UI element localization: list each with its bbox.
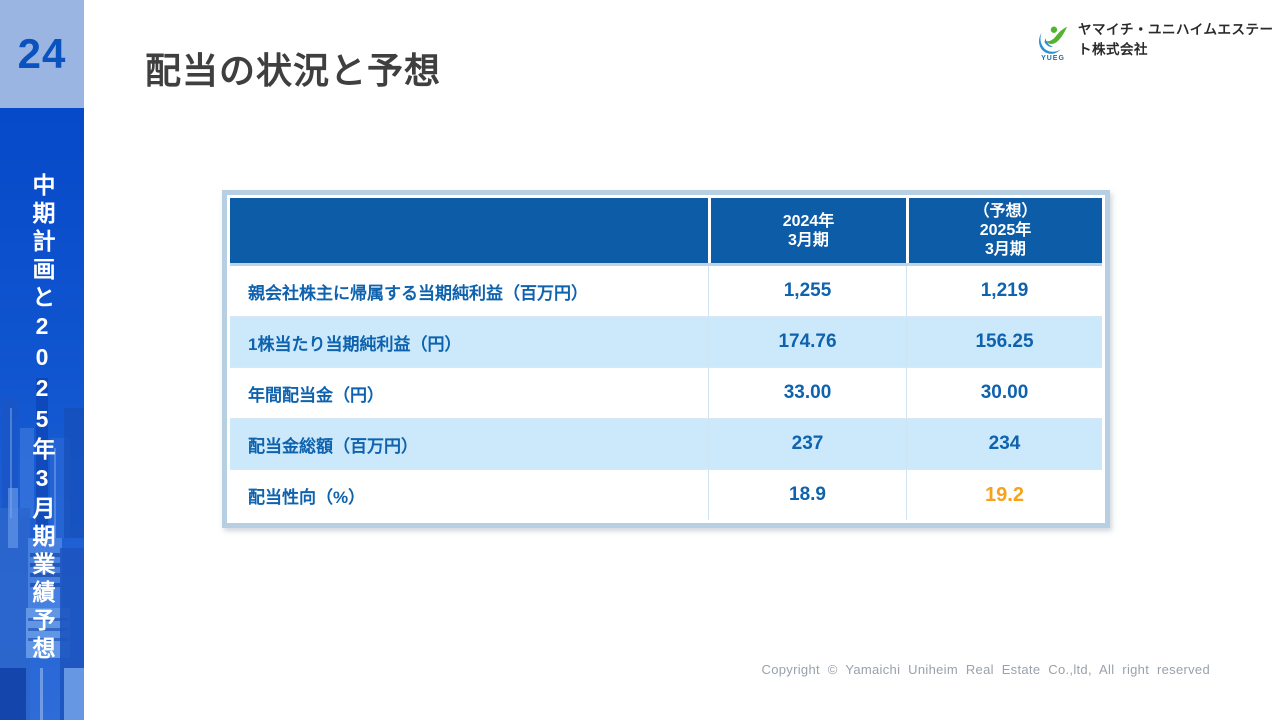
table-row-eps: 1株当たり当期純利益（円） 174.76 156.25 bbox=[230, 316, 1102, 367]
table-row-net-income: 親会社株主に帰属する当期純利益（百万円） 1,255 1,219 bbox=[230, 266, 1102, 316]
logo-acronym: YUEG bbox=[1041, 54, 1065, 62]
dividend-table: 2024年 3月期 （予想） 2025年 3月期 親会社株主に帰属する当期純利益… bbox=[222, 190, 1110, 528]
sidebar: 中期計画と2025年3月期業績予想 bbox=[0, 108, 84, 720]
row-value-fy2025: 156.25 bbox=[906, 317, 1102, 367]
sidebar-section-title: 中期計画と2025年3月期業績予想 bbox=[29, 172, 55, 664]
row-label: 配当性向（%） bbox=[248, 487, 366, 507]
table-header-fy2025-forecast: （予想） 2025年 3月期 bbox=[906, 198, 1102, 263]
table-header-empty bbox=[230, 198, 708, 263]
table-row-annual-dividend: 年間配当金（円） 33.00 30.00 bbox=[230, 367, 1102, 418]
table-row-total-dividends: 配当金総額（百万円） 237 234 bbox=[230, 418, 1102, 469]
row-value-fy2025: 30.00 bbox=[906, 368, 1102, 418]
row-value-fy2025: 1,219 bbox=[906, 266, 1102, 316]
row-label: 1株当たり当期純利益（円） bbox=[248, 334, 462, 354]
city-photo bbox=[0, 108, 84, 720]
logo-mark-icon bbox=[1038, 26, 1068, 54]
row-value-fy2024: 33.00 bbox=[708, 368, 906, 418]
row-label: 配当金総額（百万円） bbox=[248, 436, 418, 456]
row-value-fy2024: 174.76 bbox=[708, 317, 906, 367]
row-value-fy2024: 1,255 bbox=[708, 266, 906, 316]
row-label: 年間配当金（円） bbox=[248, 385, 384, 405]
table-header-fy2024: 2024年 3月期 bbox=[708, 198, 906, 263]
logo-mark: YUEG bbox=[1036, 25, 1070, 62]
company-logo: YUEG ヤマイチ・ユニハイムエステート株式会社 bbox=[1036, 18, 1280, 68]
company-name: ヤマイチ・ユニハイムエステート株式会社 bbox=[1078, 22, 1274, 57]
row-value-fy2025: 234 bbox=[906, 419, 1102, 469]
row-value-fy2024: 237 bbox=[708, 419, 906, 469]
page-number: 24 bbox=[17, 30, 67, 77]
page-number-badge: 24 bbox=[0, 0, 84, 108]
slide-title: 配当の状況と予想 bbox=[145, 50, 442, 91]
copyright: Copyright © Yamaichi Uniheim Real Estate… bbox=[761, 662, 1210, 677]
row-value-fy2024: 18.9 bbox=[708, 470, 906, 520]
row-label: 親会社株主に帰属する当期純利益（百万円） bbox=[248, 283, 588, 303]
table-row-payout-ratio: 配当性向（%） 18.9 19.2 bbox=[230, 469, 1102, 520]
row-value-fy2025-highlighted: 19.2 bbox=[906, 470, 1102, 520]
table-header-row: 2024年 3月期 （予想） 2025年 3月期 bbox=[230, 198, 1102, 266]
